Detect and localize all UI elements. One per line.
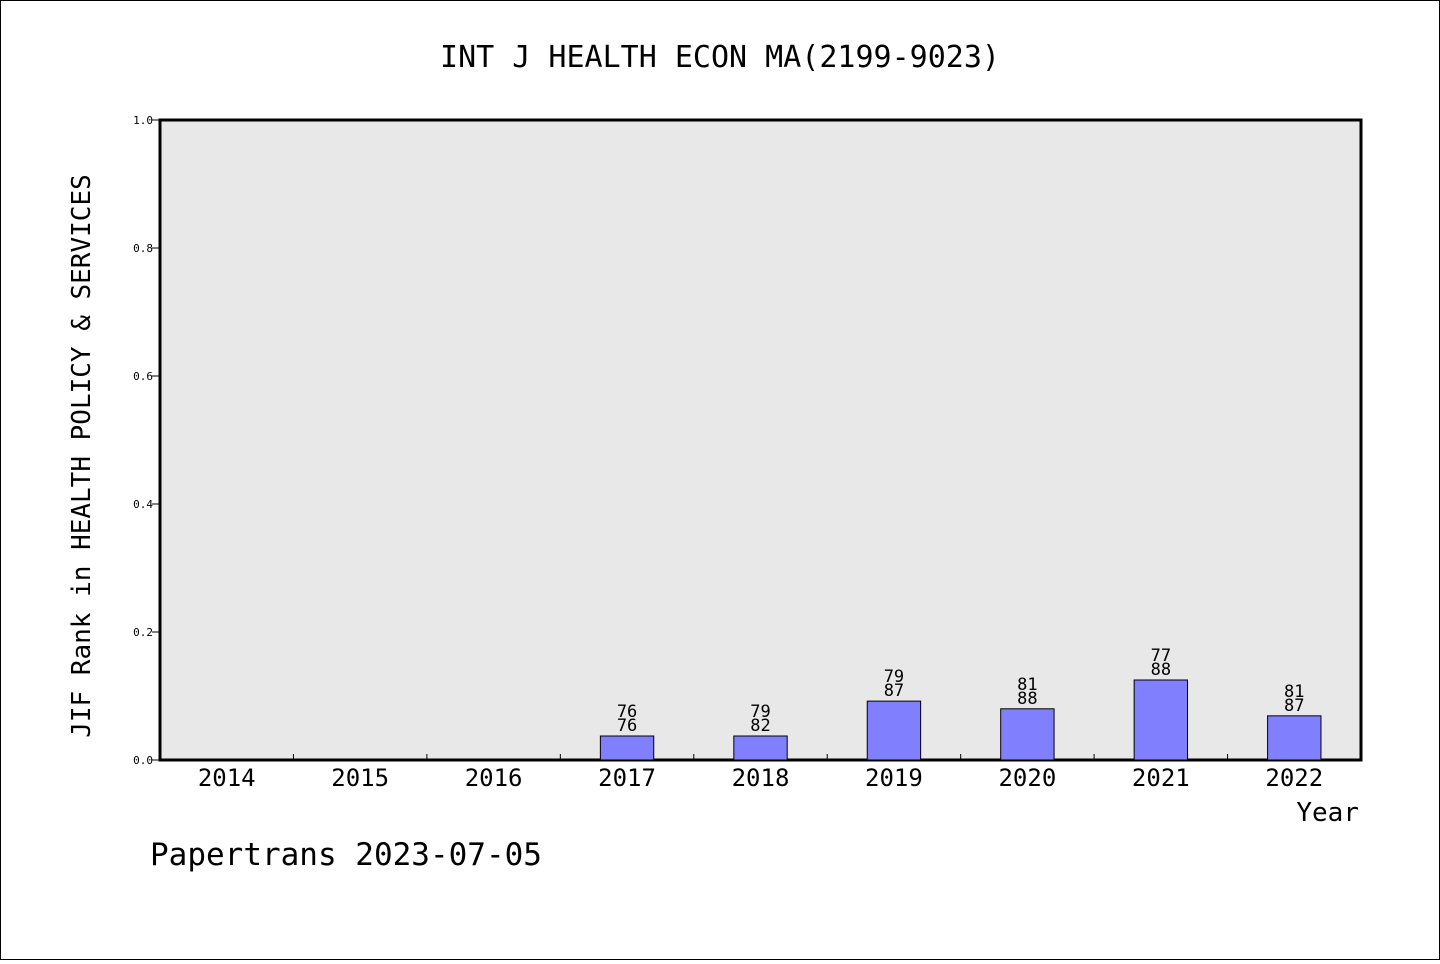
y-tick-label: 0.8 [133,242,153,255]
bar-label-top: 79 [884,667,904,687]
x-ticks: 2014 2015 2016 2017 2018 2019 2020 2021 2022 [198,754,1323,792]
y-tick-label: 0.0 [133,754,153,767]
y-tick-label: 1.0 [133,114,153,127]
y-axis-label: JIF Rank in HEALTH POLICY & SERVICES [67,174,97,738]
bar-label-bottom: 87 [884,681,904,701]
bar-label-bottom: 88 [1151,660,1171,680]
x-tick-label: 2015 [331,764,389,792]
x-tick-label: 2017 [598,764,656,792]
bar-label-top: 76 [617,702,637,722]
footer-credit: Papertrans 2023-07-05 [150,837,542,873]
plot-area [158,118,1363,762]
bar-label-top: 77 [1151,646,1171,666]
chart-title: INT J HEALTH ECON MA(2199-9023) [440,40,1000,75]
x-tick-label: 2020 [998,764,1056,792]
bar [1133,679,1189,761]
bar-label-top: 79 [750,702,770,722]
bar [733,735,788,761]
x-tick-label: 2022 [1265,764,1323,792]
bar-label-bottom: 76 [617,716,637,736]
y-tick-label: 0.4 [133,498,153,511]
bar-label-bottom: 87 [1284,696,1304,716]
x-axis-label: Year [1296,798,1359,828]
bar [1000,708,1055,761]
bar-label-bottom: 82 [750,716,770,736]
y-tick-label: 0.6 [133,370,153,383]
x-tick-label: 2019 [865,764,923,792]
bar-label-top: 81 [1017,675,1037,695]
bars [599,679,1322,761]
bar [599,735,655,761]
y-ticks: 0.0 0.2 0.4 0.6 0.8 1.0 [133,114,160,767]
bar [866,700,922,761]
y-tick-label: 0.2 [133,626,153,639]
x-tick-label: 2016 [465,764,523,792]
bar-label-bottom: 88 [1017,689,1037,709]
x-tick-label: 2018 [732,764,790,792]
x-tick-label: 2014 [198,764,256,792]
bar [1267,715,1322,761]
x-tick-label: 2021 [1132,764,1190,792]
bar-label-top: 81 [1284,682,1304,702]
